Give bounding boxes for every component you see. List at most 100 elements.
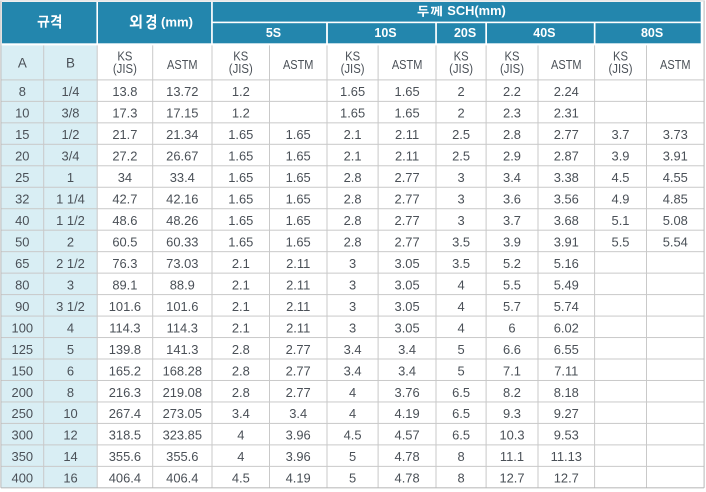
- svg-text:42.16: 42.16: [166, 192, 198, 207]
- svg-text:4.57: 4.57: [395, 428, 420, 443]
- svg-text:125: 125: [12, 342, 34, 357]
- svg-text:KS: KS: [613, 48, 628, 63]
- svg-text:6.5: 6.5: [452, 406, 470, 421]
- svg-text:3.7: 3.7: [612, 127, 630, 142]
- svg-text:(JIS): (JIS): [449, 61, 473, 76]
- svg-text:20S: 20S: [454, 26, 476, 40]
- svg-text:11.13: 11.13: [551, 449, 582, 464]
- svg-text:89.1: 89.1: [112, 277, 137, 292]
- svg-text:165.2: 165.2: [109, 363, 141, 378]
- svg-text:318.5: 318.5: [109, 428, 141, 443]
- svg-text:2.1: 2.1: [344, 149, 362, 164]
- svg-text:3/8: 3/8: [62, 106, 80, 121]
- svg-text:3.91: 3.91: [663, 149, 688, 164]
- svg-text:250: 250: [12, 406, 34, 421]
- svg-text:4: 4: [237, 428, 244, 443]
- svg-text:15: 15: [15, 127, 29, 142]
- svg-text:8.2: 8.2: [503, 385, 521, 400]
- svg-text:4.19: 4.19: [395, 406, 420, 421]
- svg-text:ASTM: ASTM: [283, 57, 314, 72]
- svg-text:3.9: 3.9: [612, 149, 630, 164]
- svg-text:76.3: 76.3: [112, 256, 137, 271]
- svg-text:34: 34: [118, 170, 132, 185]
- svg-text:1.65: 1.65: [395, 84, 420, 99]
- svg-text:219.08: 219.08: [163, 385, 202, 400]
- svg-text:4: 4: [237, 449, 244, 464]
- svg-text:2.11: 2.11: [286, 256, 310, 271]
- svg-text:5: 5: [458, 363, 465, 378]
- svg-text:4.78: 4.78: [395, 449, 420, 464]
- svg-text:3: 3: [67, 277, 74, 292]
- svg-text:60.5: 60.5: [112, 235, 137, 250]
- svg-text:48.6: 48.6: [112, 213, 137, 228]
- svg-text:2.77: 2.77: [395, 213, 420, 228]
- svg-text:2.1: 2.1: [344, 127, 362, 142]
- svg-text:2.1: 2.1: [232, 320, 250, 335]
- svg-text:(JIS): (JIS): [500, 61, 524, 76]
- svg-text:3: 3: [458, 213, 465, 228]
- svg-text:5.5: 5.5: [612, 235, 630, 250]
- svg-text:3.5: 3.5: [452, 235, 470, 250]
- svg-text:4: 4: [349, 406, 356, 421]
- svg-text:12: 12: [63, 428, 77, 443]
- svg-text:6.02: 6.02: [554, 320, 579, 335]
- svg-text:400: 400: [12, 471, 34, 486]
- svg-text:4: 4: [458, 299, 465, 314]
- svg-text:2.1: 2.1: [232, 256, 250, 271]
- svg-text:2.2: 2.2: [503, 84, 521, 99]
- svg-text:6: 6: [67, 363, 74, 378]
- svg-text:26.67: 26.67: [166, 149, 198, 164]
- svg-text:3.05: 3.05: [395, 277, 420, 292]
- svg-text:4.9: 4.9: [612, 192, 630, 207]
- svg-text:5: 5: [67, 342, 74, 357]
- svg-text:2.11: 2.11: [395, 149, 419, 164]
- svg-text:60.33: 60.33: [166, 235, 198, 250]
- svg-text:3.05: 3.05: [395, 299, 420, 314]
- svg-text:2.8: 2.8: [232, 385, 250, 400]
- svg-text:65: 65: [15, 256, 29, 271]
- svg-text:10: 10: [63, 406, 77, 421]
- svg-text:3.4: 3.4: [503, 170, 521, 185]
- svg-text:6: 6: [508, 320, 515, 335]
- svg-text:2.8: 2.8: [344, 235, 362, 250]
- svg-text:100: 100: [12, 320, 34, 335]
- svg-text:KS: KS: [117, 48, 132, 63]
- svg-text:2.77: 2.77: [286, 363, 311, 378]
- svg-text:4.5: 4.5: [612, 170, 630, 185]
- svg-text:3.4: 3.4: [398, 342, 416, 357]
- svg-text:1.65: 1.65: [286, 170, 311, 185]
- svg-text:ASTM: ASTM: [551, 57, 582, 72]
- svg-text:40: 40: [15, 213, 29, 228]
- svg-text:3.96: 3.96: [286, 428, 311, 443]
- svg-text:80S: 80S: [641, 26, 663, 40]
- svg-text:3 1/2: 3 1/2: [56, 299, 85, 314]
- svg-text:12.7: 12.7: [554, 471, 579, 486]
- svg-text:42.7: 42.7: [112, 192, 137, 207]
- svg-text:4.78: 4.78: [395, 471, 420, 486]
- svg-text:4.85: 4.85: [663, 192, 688, 207]
- svg-text:1.2: 1.2: [232, 106, 250, 121]
- svg-text:4: 4: [458, 320, 465, 335]
- svg-text:8.18: 8.18: [554, 385, 579, 400]
- svg-text:2.3: 2.3: [503, 106, 521, 121]
- svg-text:2.77: 2.77: [554, 127, 579, 142]
- svg-text:3.4: 3.4: [398, 363, 416, 378]
- svg-text:1.65: 1.65: [228, 149, 253, 164]
- svg-text:1 1/4: 1 1/4: [56, 192, 85, 207]
- svg-text:5.16: 5.16: [554, 256, 579, 271]
- svg-text:1: 1: [67, 170, 74, 185]
- svg-text:1.65: 1.65: [228, 127, 253, 142]
- svg-text:KS: KS: [233, 48, 248, 63]
- svg-text:3: 3: [349, 320, 356, 335]
- svg-text:12.7: 12.7: [499, 471, 524, 486]
- svg-text:3.05: 3.05: [395, 256, 420, 271]
- svg-text:4: 4: [349, 385, 356, 400]
- svg-text:406.4: 406.4: [166, 471, 198, 486]
- svg-text:4.5: 4.5: [344, 428, 362, 443]
- svg-text:3.56: 3.56: [554, 192, 579, 207]
- svg-text:5: 5: [458, 342, 465, 357]
- svg-text:5.49: 5.49: [554, 277, 579, 292]
- svg-text:48.26: 48.26: [166, 213, 198, 228]
- svg-text:8: 8: [458, 471, 465, 486]
- svg-text:1.65: 1.65: [286, 192, 311, 207]
